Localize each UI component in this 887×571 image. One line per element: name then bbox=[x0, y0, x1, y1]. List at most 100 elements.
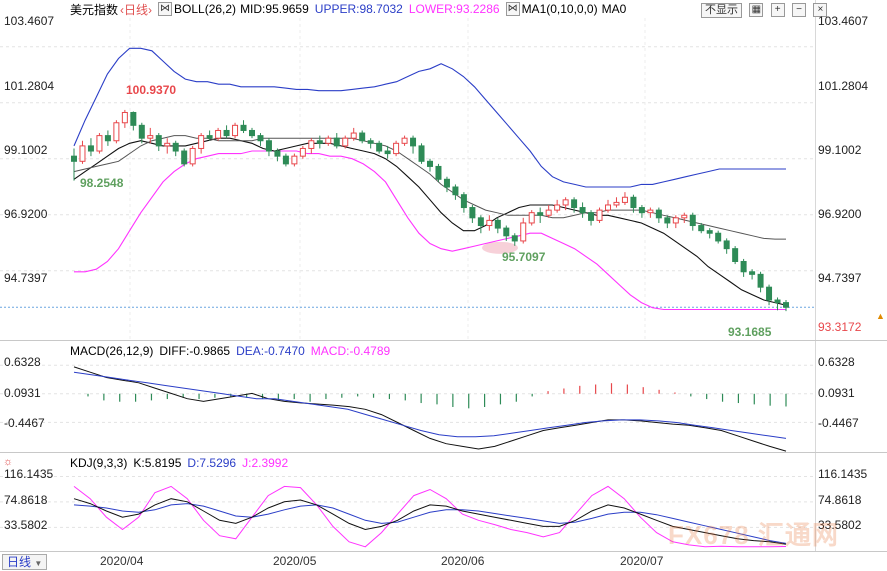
period-label[interactable]: ‹日线› bbox=[120, 2, 153, 17]
candle-body bbox=[155, 135, 162, 147]
candle-body bbox=[596, 209, 603, 221]
low-label-3: 93.1685 bbox=[728, 325, 772, 339]
candle-body bbox=[384, 150, 391, 155]
candle-body bbox=[638, 207, 645, 214]
low-label-2: 95.7097 bbox=[502, 250, 546, 264]
macd-diff-line bbox=[73, 366, 787, 452]
candle-body bbox=[647, 209, 654, 214]
boll-mid-line bbox=[73, 135, 786, 240]
candle-body bbox=[571, 199, 578, 209]
period-button[interactable]: 日线 ▼ bbox=[2, 554, 48, 570]
symbol-label: 美元指数 bbox=[70, 2, 119, 17]
candle-body bbox=[511, 235, 518, 242]
macd-axis-right-0: 0.6328 bbox=[818, 355, 855, 369]
axis-right-4: 94.7397 bbox=[818, 271, 862, 285]
kdj-axis-left-0: 116.1435 bbox=[4, 467, 54, 481]
candle-body bbox=[715, 232, 722, 242]
date-tick-2: 2020/06 bbox=[441, 554, 485, 568]
current-price-arrow-icon: ▲ bbox=[876, 311, 885, 321]
candle-body bbox=[757, 273, 764, 288]
ma-toggle-icon[interactable]: ⋈ bbox=[505, 2, 520, 16]
candle-body bbox=[486, 219, 493, 227]
candle-body bbox=[113, 122, 120, 142]
kdj-j-label: J:2.3992 bbox=[242, 456, 289, 470]
date-tick-0: 2020/04 bbox=[100, 554, 144, 568]
candle-body bbox=[689, 214, 696, 227]
zoom-in-icon[interactable]: + bbox=[770, 2, 785, 17]
candle-body bbox=[435, 165, 442, 180]
candle-body bbox=[232, 124, 239, 137]
candle-body bbox=[443, 178, 450, 188]
candle-body bbox=[79, 145, 86, 162]
candle-body bbox=[562, 199, 569, 206]
candle-body bbox=[554, 204, 561, 211]
macd-title: MACD(26,12,9) bbox=[70, 344, 154, 358]
candle-body bbox=[138, 124, 145, 139]
candle-body bbox=[655, 209, 662, 219]
candle-body bbox=[621, 196, 628, 203]
settings-icon[interactable]: ▦ bbox=[749, 2, 764, 17]
candle-body bbox=[291, 155, 298, 165]
kdj-settings-icon[interactable]: ☼ bbox=[3, 456, 14, 468]
macd-pane: MACD(26,12,9) DIFF:-0.9865 DEA:-0.7470 M… bbox=[0, 341, 887, 452]
kdj-axis-left-2: 33.5802 bbox=[4, 518, 48, 532]
candle-body bbox=[367, 140, 374, 144]
candle-body bbox=[503, 227, 510, 237]
kdj-d-label: D:7.5296 bbox=[187, 456, 237, 470]
kdj-axis-right-2: 33.5802 bbox=[818, 518, 862, 532]
candle-body bbox=[410, 137, 417, 147]
candle-body bbox=[87, 145, 94, 152]
candle-body bbox=[359, 132, 366, 142]
candle-body bbox=[189, 147, 196, 165]
candle-body bbox=[723, 240, 730, 250]
candle-body bbox=[164, 142, 171, 147]
date-tick-1: 2020/05 bbox=[273, 554, 317, 568]
kdj-k-line bbox=[73, 498, 787, 545]
candle-body bbox=[520, 222, 527, 242]
candle-body bbox=[477, 217, 484, 227]
axis-right-0: 103.4607 bbox=[818, 14, 869, 28]
kdj-chart-svg bbox=[0, 475, 815, 548]
zoom-out-icon[interactable]: − bbox=[792, 2, 807, 17]
date-tick-3: 2020/07 bbox=[620, 554, 664, 568]
candle-body bbox=[350, 132, 357, 139]
close-icon[interactable]: × bbox=[813, 2, 828, 17]
candle-body bbox=[257, 135, 264, 142]
macd-axis-left-1: 0.0931 bbox=[4, 386, 41, 400]
kdj-title: KDJ(9,3,3) bbox=[70, 456, 128, 470]
upper-label: UPPER:98.7032 bbox=[314, 2, 403, 16]
boll-toggle-icon[interactable]: ⋈ bbox=[158, 2, 173, 16]
axis-right-3: 96.9200 bbox=[818, 207, 862, 221]
candle-body bbox=[393, 142, 400, 155]
macd-legend: MACD(26,12,9) DIFF:-0.9865 DEA:-0.7470 M… bbox=[0, 342, 887, 360]
axis-left-1: 101.2804 bbox=[4, 79, 55, 93]
axis-left-2: 99.1002 bbox=[4, 143, 48, 157]
main-chart-svg bbox=[0, 18, 815, 340]
watermark-logo: FX678 汇通网 bbox=[668, 520, 839, 550]
macd-chart-svg bbox=[0, 364, 815, 452]
macd-axis-left-0: 0.6328 bbox=[4, 355, 41, 369]
candle-body bbox=[545, 209, 552, 216]
mid-label: MID:95.9659 bbox=[240, 2, 309, 16]
candle-body bbox=[774, 299, 781, 304]
candle-body bbox=[418, 145, 425, 162]
macd-value-label: MACD:-0.4789 bbox=[310, 344, 391, 358]
candle-body bbox=[342, 137, 349, 147]
kdj-legend: KDJ(9,3,3) K:5.8195 D:7.5296 J:2.3992 bbox=[0, 454, 887, 472]
candle-body bbox=[130, 111, 137, 126]
period-button-label: 日线 bbox=[7, 555, 32, 569]
candle-body bbox=[706, 230, 713, 234]
macd-axis-right-1: 0.0931 bbox=[818, 386, 855, 400]
candle-body bbox=[537, 212, 544, 216]
axis-right-2: 99.1002 bbox=[818, 143, 862, 157]
kdj-j-line bbox=[73, 485, 787, 548]
kdj-pane: ☼ KDJ(9,3,3) K:5.8195 D:7.5296 J:2.3992 … bbox=[0, 453, 887, 551]
candle-body bbox=[469, 207, 476, 219]
candle-body bbox=[249, 129, 255, 137]
candle-body bbox=[223, 129, 230, 137]
ma0-label: MA0 bbox=[601, 2, 627, 16]
axis-left-3: 96.9200 bbox=[4, 207, 48, 221]
display-dropdown[interactable]: 不显示 bbox=[701, 3, 742, 18]
candle-body bbox=[427, 160, 433, 167]
chevron-down-icon: ▼ bbox=[34, 559, 43, 568]
